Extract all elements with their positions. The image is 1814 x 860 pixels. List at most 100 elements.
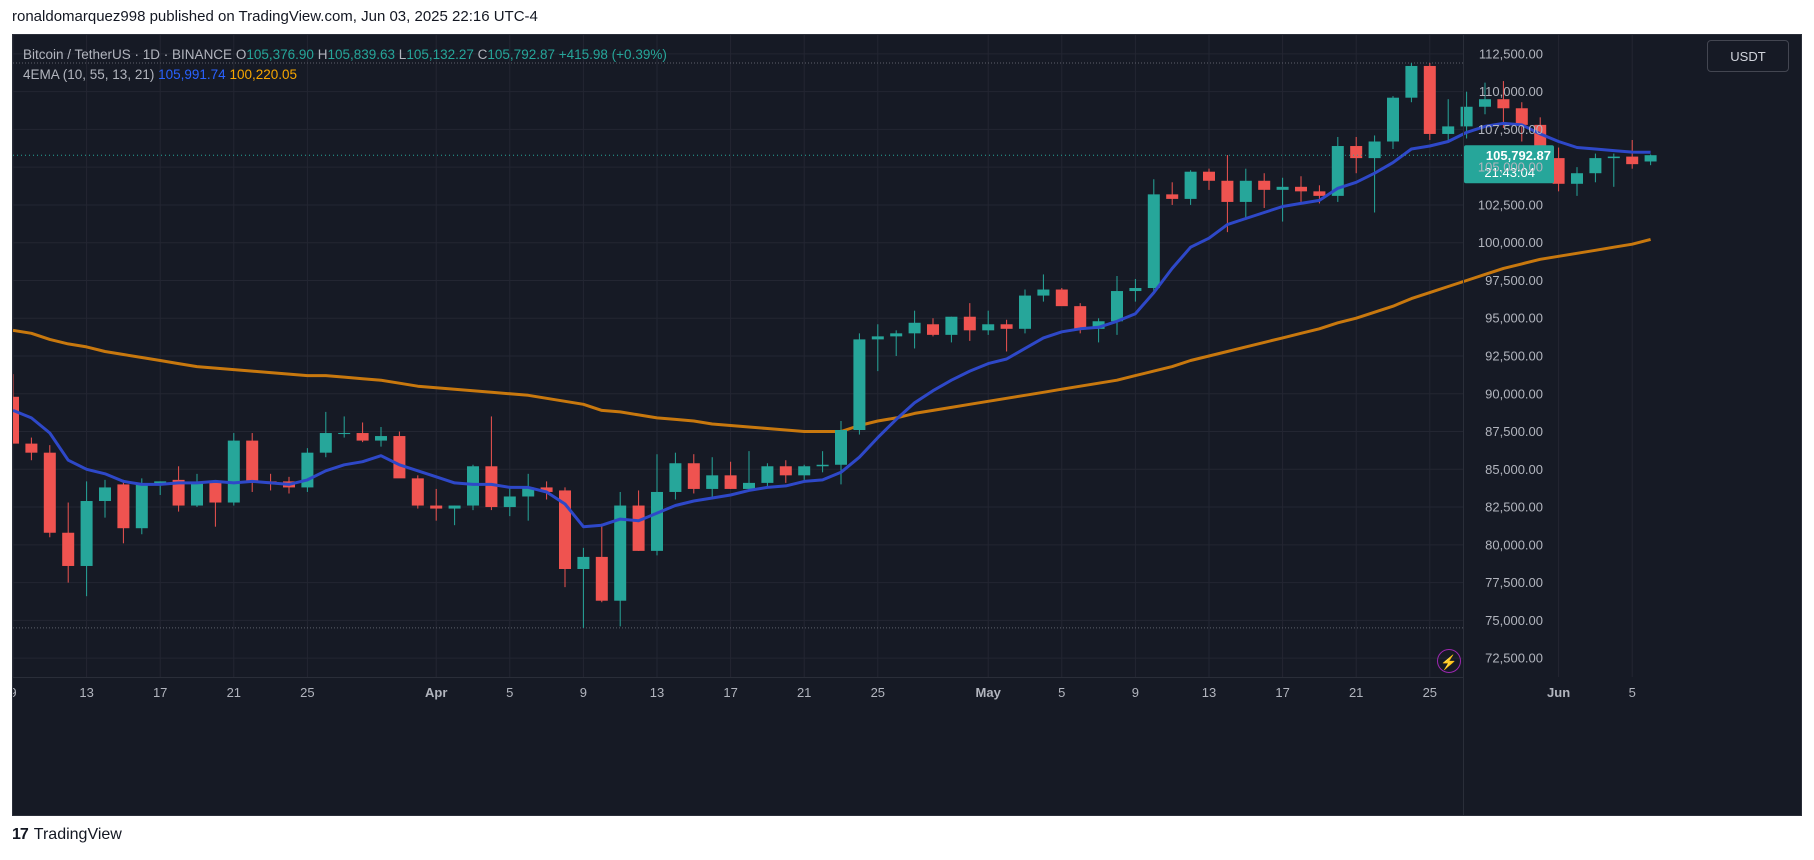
candle-body — [890, 333, 903, 337]
candle-body — [319, 433, 332, 453]
candle-body — [1129, 288, 1142, 292]
candle — [540, 481, 553, 500]
candle-body — [724, 475, 737, 489]
candle — [1239, 168, 1252, 221]
candle — [356, 422, 369, 443]
ema-fast-line — [13, 121, 1651, 529]
y-tick-label: 100,000.00 — [1478, 235, 1543, 250]
candle-body — [1350, 146, 1363, 159]
candle-body — [375, 436, 387, 441]
tradingview-logo-icon: 17 — [12, 826, 29, 843]
candle — [1203, 168, 1215, 190]
x-tick-label: Jun — [1547, 685, 1570, 700]
candle — [963, 303, 976, 341]
candle-body — [25, 443, 38, 453]
y-tick-label: 92,500.00 — [1485, 349, 1543, 364]
indicator-title[interactable]: 4EMA (10, 55, 13, 21) — [23, 67, 155, 82]
ema-slow-value: 100,220.05 — [229, 67, 298, 82]
y-tick-label: 72,500.00 — [1485, 651, 1543, 666]
candle — [1626, 139, 1639, 169]
candle — [761, 463, 774, 488]
candle — [62, 502, 75, 583]
candle — [871, 324, 884, 372]
candle — [779, 460, 792, 483]
candle-body — [1239, 180, 1252, 202]
lightning-icon[interactable]: ⚡ — [1437, 649, 1461, 673]
candle-body — [338, 433, 351, 435]
candle — [209, 481, 222, 527]
x-tick-label: 9 — [580, 685, 587, 700]
tradingview-brand-text: TradingView — [33, 826, 122, 843]
candle — [485, 416, 498, 511]
ohlc-low-label: L — [398, 47, 407, 62]
candle-body — [1479, 99, 1491, 107]
candle-body — [963, 316, 976, 331]
candle-body — [1423, 65, 1436, 134]
candle — [1147, 179, 1160, 293]
candle — [43, 445, 56, 538]
candle — [1276, 177, 1289, 222]
candle-body — [1571, 173, 1583, 184]
x-tick-label: 21 — [797, 685, 811, 700]
currency-button[interactable]: USDT — [1707, 40, 1789, 72]
candle — [1589, 153, 1602, 183]
ohlc-open-label: O — [235, 47, 247, 62]
x-tick-label: 17 — [723, 685, 737, 700]
y-tick-label: 75,000.00 — [1485, 613, 1543, 628]
candle-body — [1092, 321, 1105, 329]
symbol-title[interactable]: Bitcoin / TetherUS · 1D · BINANCE — [23, 47, 233, 62]
candle-body — [908, 322, 921, 334]
candle-body — [816, 464, 829, 467]
x-tick-label: 13 — [79, 685, 93, 700]
candle — [227, 433, 240, 506]
candle-body — [761, 466, 774, 483]
candle-body — [1147, 194, 1160, 289]
candle-body — [1276, 186, 1289, 190]
candle — [1552, 147, 1565, 192]
candle — [1111, 275, 1123, 335]
candle-body — [1644, 155, 1657, 162]
candle — [522, 473, 535, 521]
candle — [890, 330, 903, 356]
candle — [1331, 136, 1344, 202]
candle — [393, 431, 406, 479]
candle — [1295, 176, 1307, 202]
candle-body — [13, 396, 19, 444]
candle — [1166, 182, 1179, 205]
candle-body — [1515, 108, 1528, 125]
candle-body — [1037, 289, 1050, 296]
candle — [13, 374, 19, 444]
ohlc-low-value: 105,132.27 — [406, 47, 474, 62]
candle — [595, 523, 608, 603]
x-tick-label: 9 — [13, 685, 17, 700]
candle-body — [1074, 306, 1087, 329]
chart-panel[interactable]: 105,792.87 21:43:04 72,500.00 75,000.00 77,… — [12, 34, 1802, 816]
footer-brand[interactable]: 17 TradingView — [12, 826, 122, 844]
candle-body — [1460, 106, 1473, 127]
y-tick-label: 82,500.00 — [1485, 500, 1543, 515]
candle-body — [448, 505, 461, 509]
candle — [1037, 274, 1050, 302]
candle — [982, 310, 995, 335]
price-chart[interactable]: 105,792.87 21:43:04 72,500.00 75,000.00 77,… — [13, 35, 1801, 815]
candle-body — [485, 466, 498, 508]
candle-body — [1387, 97, 1399, 142]
candle-body — [1221, 180, 1234, 202]
candle — [1092, 318, 1105, 343]
candle-body — [80, 501, 93, 566]
x-tick-label: May — [976, 685, 1002, 700]
y-tick-label: 97,500.00 — [1485, 273, 1543, 288]
x-tick-label: 5 — [1629, 685, 1636, 700]
candle-body — [191, 482, 203, 506]
candle-body — [982, 324, 995, 331]
ohlc-high-value: 105,839.63 — [327, 47, 396, 62]
last-price-layer: 105,792.87 21:43:04 — [13, 145, 1554, 184]
x-tick-label: 25 — [871, 685, 885, 700]
ohlc-open-value: 105,376.90 — [246, 47, 314, 62]
candle — [467, 464, 479, 511]
ohlc-high-label: H — [317, 47, 328, 62]
candle-body — [1295, 186, 1307, 192]
candle — [1497, 81, 1510, 128]
candle — [577, 547, 590, 628]
candle-body — [835, 430, 847, 465]
